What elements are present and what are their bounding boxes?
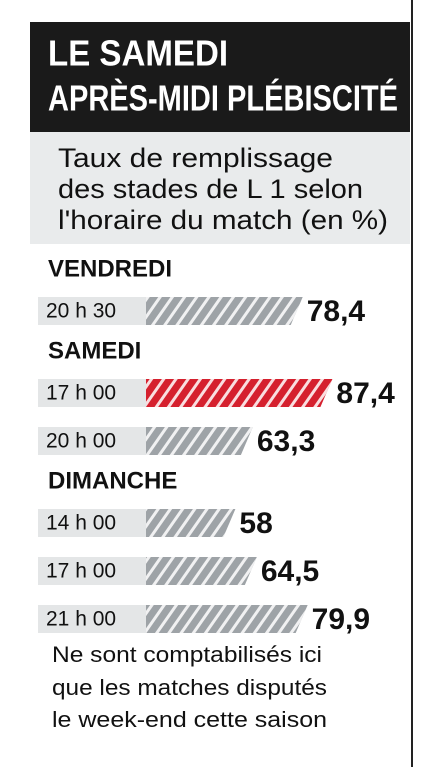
note: le week-end cette saison	[52, 707, 327, 732]
title-box	[30, 22, 410, 132]
note: que les matches disputés	[52, 675, 327, 700]
category-box	[38, 605, 146, 633]
chart-title: LE SAMEDI	[48, 33, 228, 74]
category-label: 17 h 00	[46, 560, 116, 583]
value-label: 63,3	[257, 425, 315, 458]
subtitle-box	[30, 132, 410, 244]
note: Ne sont comptabilisés ici	[52, 642, 322, 667]
category-box	[38, 509, 146, 537]
value-label: 64,5	[261, 555, 319, 588]
value-label: 87,4	[336, 377, 395, 410]
subtitle: des stades de L 1 selon	[58, 174, 363, 204]
value-label: 79,9	[312, 603, 370, 636]
category-label: 14 h 00	[46, 512, 116, 535]
category-box	[38, 297, 146, 325]
category-label: 21 h 00	[46, 608, 116, 631]
subtitle: l'horaire du match (en %)	[58, 205, 388, 235]
value-label: 78,4	[307, 295, 366, 328]
subtitle: Taux de remplissage	[58, 143, 333, 173]
group-label: VENDREDI	[48, 255, 172, 282]
category-label: 20 h 30	[46, 300, 116, 323]
chart-title: APRÈS-MIDI PLÉBISCITÉ	[48, 78, 398, 119]
value-label: 58	[239, 507, 272, 540]
category-box	[38, 557, 146, 585]
group-label: DIMANCHE	[48, 467, 177, 494]
group-label: SAMEDI	[48, 337, 141, 364]
category-label: 17 h 00	[46, 382, 116, 405]
category-label: 20 h 00	[46, 430, 116, 453]
category-box	[38, 427, 146, 455]
category-box	[38, 379, 146, 407]
